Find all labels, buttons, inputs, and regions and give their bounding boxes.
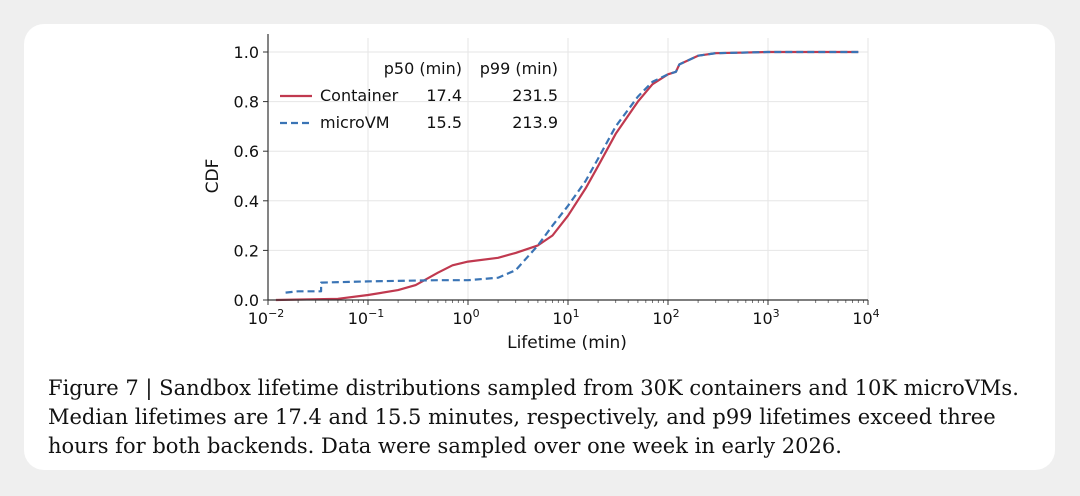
y-tick-label: 0.4 bbox=[234, 192, 259, 211]
x-tick-label: 10−2 bbox=[248, 307, 285, 328]
series-layer bbox=[275, 50, 859, 302]
legend-p50-value: 15.5 bbox=[426, 113, 462, 132]
legend-series-name: microVM bbox=[320, 113, 390, 132]
x-tick-label: 10−1 bbox=[348, 307, 385, 328]
grid bbox=[267, 38, 869, 301]
x-tick-label: 103 bbox=[752, 307, 779, 328]
y-tick-label: 0.8 bbox=[234, 93, 259, 112]
y-tick-label: 1.0 bbox=[234, 43, 259, 62]
legend-col-header: p50 (min) bbox=[384, 59, 462, 78]
legend: p50 (min) p99 (min) Container 17.4 231.5 micr… bbox=[280, 59, 558, 132]
x-axis-label: Lifetime (min) bbox=[507, 333, 627, 353]
x-tick-label: 101 bbox=[552, 307, 579, 328]
y-axis-label: CDF bbox=[203, 159, 223, 194]
legend-p99-value: 231.5 bbox=[512, 86, 558, 105]
series-line-microvm bbox=[285, 50, 859, 294]
cdf-chart: 0.0 0.2 0.4 0.6 0.8 1.0 10−2 10−1 100 101 102 103 10… bbox=[24, 24, 1055, 384]
x-tick-label: 104 bbox=[852, 307, 879, 328]
legend-series-name: Container bbox=[320, 86, 399, 105]
x-tick-label: 100 bbox=[452, 307, 479, 328]
y-tick-label: 0.0 bbox=[234, 291, 259, 310]
figure-card: 0.0 0.2 0.4 0.6 0.8 1.0 10−2 10−1 100 101 102 103 10… bbox=[24, 24, 1055, 470]
cdf-chart-svg: 0.0 0.2 0.4 0.6 0.8 1.0 10−2 10−1 100 101 102 103 10… bbox=[203, 34, 880, 353]
legend-p99-value: 213.9 bbox=[512, 113, 558, 132]
x-tick-label: 102 bbox=[652, 307, 679, 328]
legend-p50-value: 17.4 bbox=[426, 86, 462, 105]
figure-caption: Figure 7 | Sandbox lifetime distribution… bbox=[48, 376, 1019, 458]
y-tick-label: 0.2 bbox=[234, 241, 259, 260]
y-tick-label: 0.6 bbox=[234, 142, 259, 161]
axes: 0.0 0.2 0.4 0.6 0.8 1.0 10−2 10−1 100 101 102 103 10… bbox=[234, 34, 880, 328]
legend-col-header: p99 (min) bbox=[480, 59, 558, 78]
